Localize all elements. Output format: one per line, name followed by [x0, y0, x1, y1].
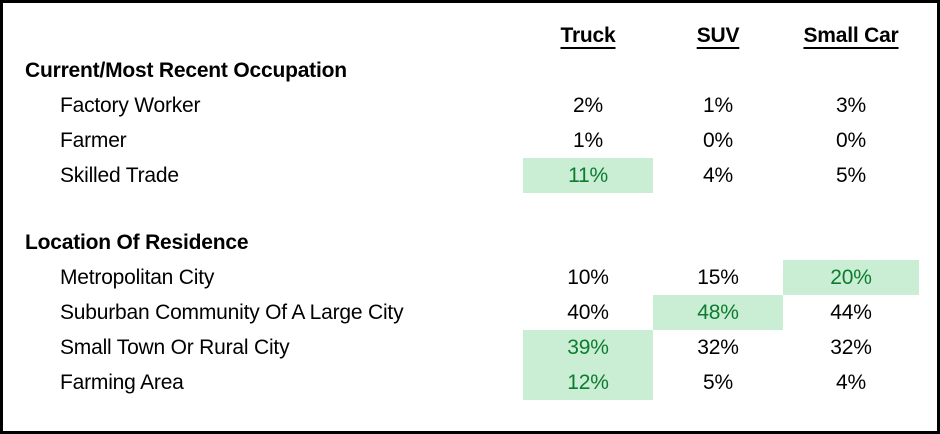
cell-factory-worker-suv: 1%	[703, 93, 733, 117]
row-label-metropolitan-city: Metropolitan City	[60, 265, 215, 289]
cell-farming-area-small-car: 4%	[836, 370, 866, 394]
cell-factory-worker-small-car: 3%	[836, 93, 866, 117]
cell-farmer-suv: 0%	[703, 128, 733, 152]
cell-farming-area-suv: 5%	[703, 370, 733, 394]
cell-suburban-community-small-car: 44%	[830, 300, 872, 324]
row-label-factory-worker: Factory Worker	[60, 93, 201, 117]
cell-small-town-truck-highlighted: 39%	[523, 330, 653, 365]
row-label-skilled-trade: Skilled Trade	[60, 163, 179, 187]
cell-metropolitan-city-truck: 10%	[567, 265, 609, 289]
column-header-small-car-label: Small Car	[803, 23, 899, 47]
row-label-suburban-community: Suburban Community Of A Large City	[60, 300, 404, 324]
cell-metropolitan-city-suv: 15%	[697, 265, 739, 289]
cell-small-town-suv: 32%	[697, 335, 739, 359]
cell-small-town-small-car: 32%	[830, 335, 872, 359]
cell-skilled-trade-small-car: 5%	[836, 163, 866, 187]
column-header-suv: SUV	[653, 18, 783, 53]
row-label-farmer: Farmer	[60, 128, 127, 152]
cell-farming-area-truck-highlighted: 12%	[523, 365, 653, 400]
row-label-small-town: Small Town Or Rural City	[60, 335, 290, 359]
cell-skilled-trade-truck-highlighted: 11%	[523, 158, 653, 193]
column-header-suv-label: SUV	[696, 23, 740, 47]
cell-suburban-community-suv-highlighted: 48%	[653, 295, 783, 330]
column-header-truck: Truck	[523, 18, 653, 53]
section-spacer	[25, 193, 919, 225]
cell-suburban-community-truck: 40%	[567, 300, 609, 324]
cell-factory-worker-truck: 2%	[573, 93, 603, 117]
cell-metropolitan-city-small-car-highlighted: 20%	[783, 260, 919, 295]
cell-farmer-small-car: 0%	[836, 128, 866, 152]
cell-farmer-truck: 1%	[573, 128, 603, 152]
column-header-truck-label: Truck	[560, 23, 616, 47]
column-header-row: Truck SUV Small Car	[25, 18, 919, 53]
row-label-farming-area: Farming Area	[60, 370, 184, 394]
column-header-small-car: Small Car	[783, 18, 919, 53]
section-residence: Location Of Residence Metropolitan City …	[25, 225, 919, 400]
section-heading-occupation: Current/Most Recent Occupation	[25, 58, 347, 82]
section-heading-residence: Location Of Residence	[25, 230, 249, 254]
comparison-table: Truck SUV Small Car Current/Most Recent …	[3, 18, 937, 400]
section-occupation: Current/Most Recent Occupation Factory W…	[25, 53, 919, 193]
cell-skilled-trade-suv: 4%	[703, 163, 733, 187]
corner-cell	[25, 18, 523, 53]
